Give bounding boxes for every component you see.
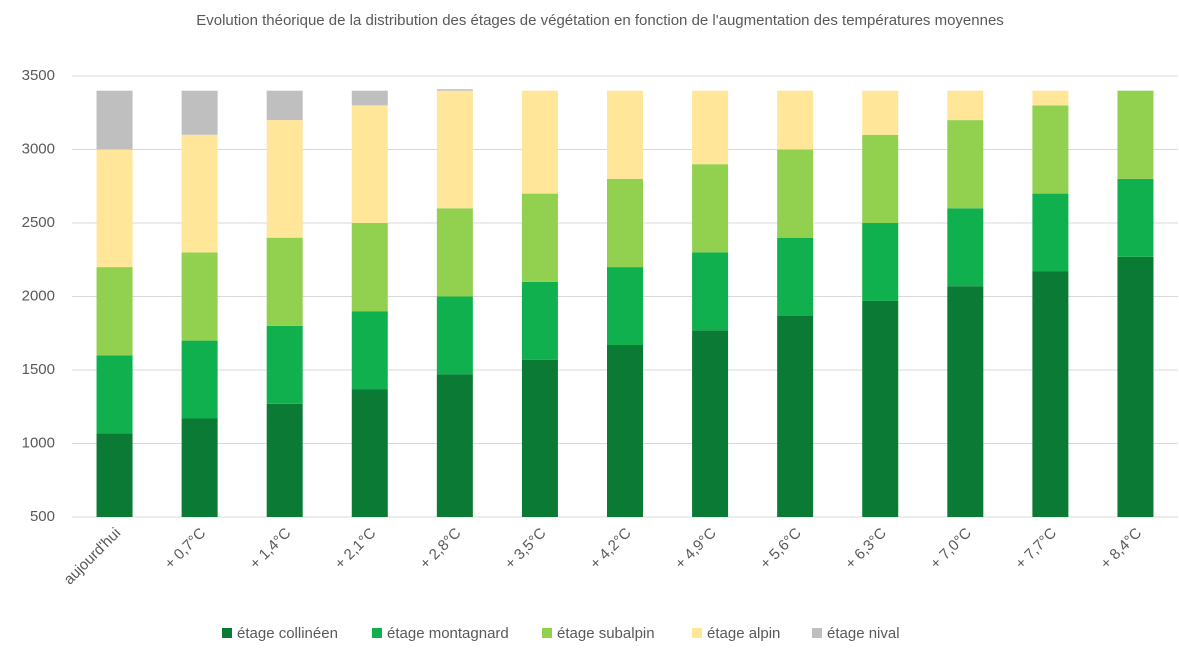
- bar-segment: [607, 90, 643, 179]
- bar-segment: [1117, 178, 1154, 257]
- bar-segment: [181, 134, 218, 253]
- bar-segment: [862, 300, 899, 517]
- bar-segment: [777, 149, 814, 238]
- bar-segment: [1032, 90, 1069, 106]
- bar-segment: [777, 90, 814, 150]
- y-tick-label: 3500: [22, 67, 55, 84]
- bar-segment: [607, 267, 643, 346]
- bar-segment: [181, 252, 218, 341]
- chart-title: Evolution théorique de la distribution d…: [196, 12, 1004, 29]
- bar-segment: [181, 90, 218, 135]
- bar-segment: [436, 90, 473, 209]
- bar-segment: [1032, 271, 1069, 517]
- bar-segment: [947, 208, 984, 287]
- x-tick-label: + 1,4°C: [247, 525, 295, 573]
- bar-segment: [692, 252, 729, 331]
- x-tick-label: + 2,8°C: [417, 525, 465, 573]
- bar-segment: [266, 403, 303, 517]
- bar-segment: [181, 340, 218, 419]
- bar-segment: [692, 164, 729, 253]
- bar-segment: [692, 90, 729, 165]
- x-tick-label: + 7,0°C: [927, 525, 975, 573]
- bar-segment: [862, 90, 899, 135]
- bar-segment: [777, 315, 814, 517]
- x-tick-label: + 8,4°C: [1097, 525, 1145, 573]
- y-tick-label: 500: [30, 508, 55, 525]
- bar-segment: [1032, 193, 1069, 272]
- y-tick-label: 1500: [22, 361, 55, 378]
- x-tick-label: + 4,2°C: [587, 525, 635, 573]
- bar-segment: [351, 105, 388, 223]
- x-tick-label: + 3,5°C: [502, 525, 550, 573]
- bar-segment: [607, 345, 643, 517]
- x-tick-label: + 2,1°C: [332, 525, 380, 573]
- bar-segment: [266, 237, 303, 326]
- x-tick-label: + 7,7°C: [1012, 525, 1060, 573]
- bar-segment: [1117, 256, 1154, 517]
- bar-segment: [1117, 90, 1154, 179]
- bar-segment: [96, 149, 133, 268]
- legend-label: étage collinéen: [237, 625, 338, 642]
- bar-segment: [266, 90, 303, 121]
- bar-segment: [777, 237, 814, 316]
- bar-segment: [947, 90, 984, 121]
- bar-segment: [96, 433, 133, 517]
- x-tick-label: aujourd'hui: [61, 525, 125, 589]
- bar-segment: [692, 330, 729, 517]
- legend-swatch: [692, 628, 702, 638]
- bar-segment: [521, 90, 558, 194]
- bar-segment: [862, 134, 899, 223]
- bar-segment: [436, 208, 473, 297]
- bar-segment: [181, 418, 218, 517]
- bar-segment: [351, 90, 388, 106]
- bar-segment: [96, 355, 133, 434]
- bar-segment: [436, 89, 473, 91]
- bar-segment: [351, 223, 388, 312]
- y-tick-label: 2500: [22, 214, 55, 231]
- bar-segment: [862, 223, 899, 301]
- bar-segment: [947, 286, 984, 517]
- x-tick-label: + 6,3°C: [842, 525, 890, 573]
- y-tick-label: 1000: [22, 434, 55, 451]
- y-tick-label: 2000: [22, 287, 55, 304]
- x-tick-label: + 4,9°C: [672, 525, 720, 573]
- legend-swatch: [222, 628, 232, 638]
- legend-label: étage nival: [827, 625, 900, 642]
- bar-segment: [947, 120, 984, 209]
- legend-label: étage montagnard: [387, 625, 509, 642]
- bar-segment: [436, 296, 473, 375]
- bar-segment: [96, 267, 133, 356]
- bar-segment: [1032, 105, 1069, 194]
- legend-swatch: [372, 628, 382, 638]
- bar-segment: [266, 325, 303, 404]
- bar-segment: [521, 281, 558, 360]
- legend-swatch: [812, 628, 822, 638]
- bar-segment: [266, 120, 303, 238]
- bar-segment: [96, 90, 133, 150]
- bar-segment: [521, 359, 558, 517]
- legend-swatch: [542, 628, 552, 638]
- legend-label: étage alpin: [707, 625, 780, 642]
- legend-label: étage subalpin: [557, 625, 655, 642]
- bar-segment: [521, 193, 558, 282]
- x-tick-label: + 0,7°C: [161, 525, 209, 573]
- y-tick-label: 3000: [22, 140, 55, 157]
- bar-segment: [351, 389, 388, 517]
- bar-segment: [436, 374, 473, 517]
- x-tick-label: + 5,6°C: [757, 525, 805, 573]
- bar-segment: [607, 178, 643, 268]
- bar-segment: [351, 311, 388, 390]
